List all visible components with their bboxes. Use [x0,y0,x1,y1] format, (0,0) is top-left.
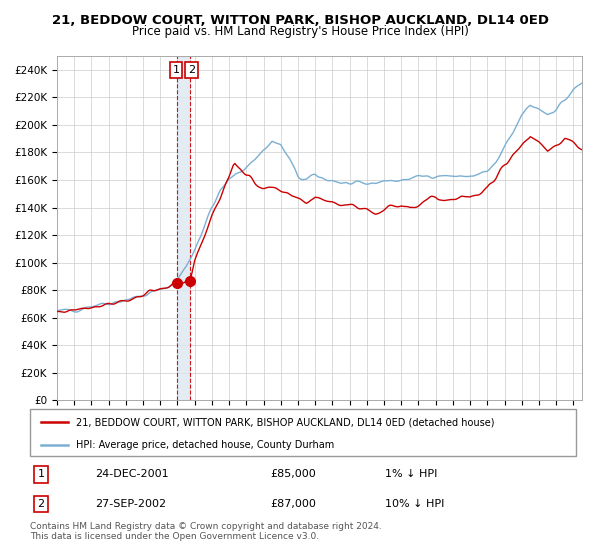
Text: 2: 2 [188,65,195,75]
Text: 2: 2 [37,499,44,509]
Text: 1: 1 [37,469,44,479]
Text: 1% ↓ HPI: 1% ↓ HPI [385,469,437,479]
Text: £85,000: £85,000 [270,469,316,479]
Text: HPI: Average price, detached house, County Durham: HPI: Average price, detached house, Coun… [76,440,335,450]
Text: 27-SEP-2002: 27-SEP-2002 [95,499,167,509]
Text: Price paid vs. HM Land Registry's House Price Index (HPI): Price paid vs. HM Land Registry's House … [131,25,469,38]
Text: 10% ↓ HPI: 10% ↓ HPI [385,499,444,509]
Bar [177,56,190,400]
Text: 1: 1 [172,65,179,75]
Text: £87,000: £87,000 [270,499,316,509]
Text: 21, BEDDOW COURT, WITTON PARK, BISHOP AUCKLAND, DL14 0ED (detached house): 21, BEDDOW COURT, WITTON PARK, BISHOP AU… [76,417,495,427]
Text: 24-DEC-2001: 24-DEC-2001 [95,469,169,479]
Text: 21, BEDDOW COURT, WITTON PARK, BISHOP AUCKLAND, DL14 0ED: 21, BEDDOW COURT, WITTON PARK, BISHOP AU… [52,14,548,27]
Text: Contains HM Land Registry data © Crown copyright and database right 2024.
This d: Contains HM Land Registry data © Crown c… [30,522,382,542]
